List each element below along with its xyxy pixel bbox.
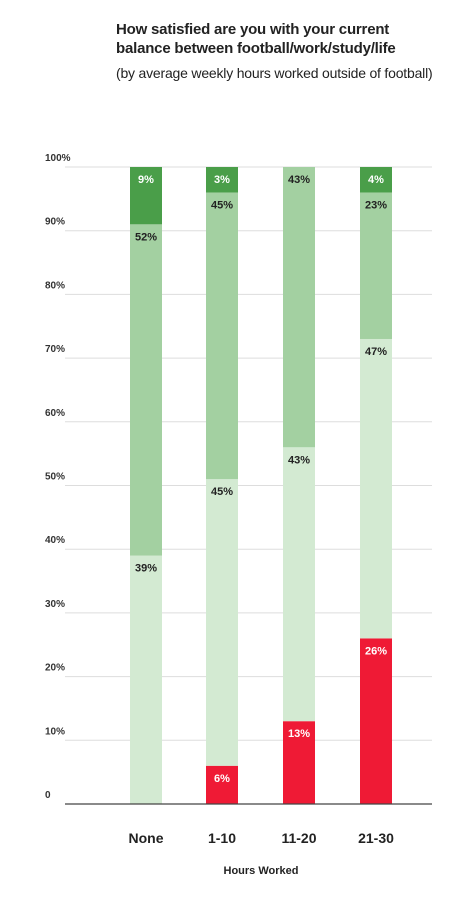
- bar-segment: [360, 192, 392, 339]
- data-label: 6%: [214, 773, 230, 785]
- data-label: 13%: [288, 728, 310, 740]
- y-tick-label: 80%: [45, 280, 65, 291]
- bar-segment: [130, 555, 162, 804]
- data-label: 47%: [365, 346, 387, 358]
- bar-segment: [360, 167, 392, 193]
- data-label: 43%: [288, 454, 310, 466]
- bar-segment: [283, 167, 315, 448]
- data-label: 39%: [135, 563, 157, 575]
- data-label: 43%: [288, 174, 310, 186]
- y-tick-label: 50%: [45, 472, 65, 483]
- chart-subtitle: (by average weekly hours worked outside …: [116, 65, 433, 81]
- y-tick-label: 60%: [45, 408, 65, 419]
- y-tick-label: 40%: [45, 535, 65, 546]
- data-label: 45%: [211, 486, 233, 498]
- bar-segment: [206, 167, 238, 193]
- bar-segment: [360, 338, 392, 639]
- bar-segment: [283, 447, 315, 722]
- bar-segment: [206, 479, 238, 766]
- bar-segment: [130, 224, 162, 556]
- data-label: 26%: [365, 645, 387, 657]
- chart-title: How satisfied are you with your current …: [116, 21, 396, 57]
- y-tick-label: 20%: [45, 663, 65, 674]
- bar-segment: [130, 167, 162, 225]
- y-tick-label: 0: [45, 790, 51, 801]
- bar-segment: [360, 638, 392, 804]
- data-label: 23%: [365, 199, 387, 211]
- data-label: 45%: [211, 199, 233, 211]
- data-label: 3%: [214, 174, 230, 186]
- y-tick-label: 10%: [45, 726, 65, 737]
- data-label: 4%: [368, 174, 384, 186]
- x-tick-label: 1-10: [208, 830, 236, 846]
- bar-segment: [206, 192, 238, 480]
- y-tick-label: 100%: [45, 153, 71, 164]
- x-tick-label: 11-20: [281, 830, 316, 846]
- data-label: 52%: [135, 231, 157, 243]
- y-tick-label: 70%: [45, 344, 65, 355]
- bar-segment: [206, 765, 238, 804]
- bar-segment: [283, 721, 315, 804]
- x-axis-title: Hours Worked: [224, 865, 299, 877]
- y-tick-label: 30%: [45, 599, 65, 610]
- data-label: 9%: [138, 174, 154, 186]
- y-tick-label: 90%: [45, 217, 65, 228]
- x-tick-label: None: [129, 830, 164, 846]
- x-tick-label: 21-30: [358, 830, 394, 846]
